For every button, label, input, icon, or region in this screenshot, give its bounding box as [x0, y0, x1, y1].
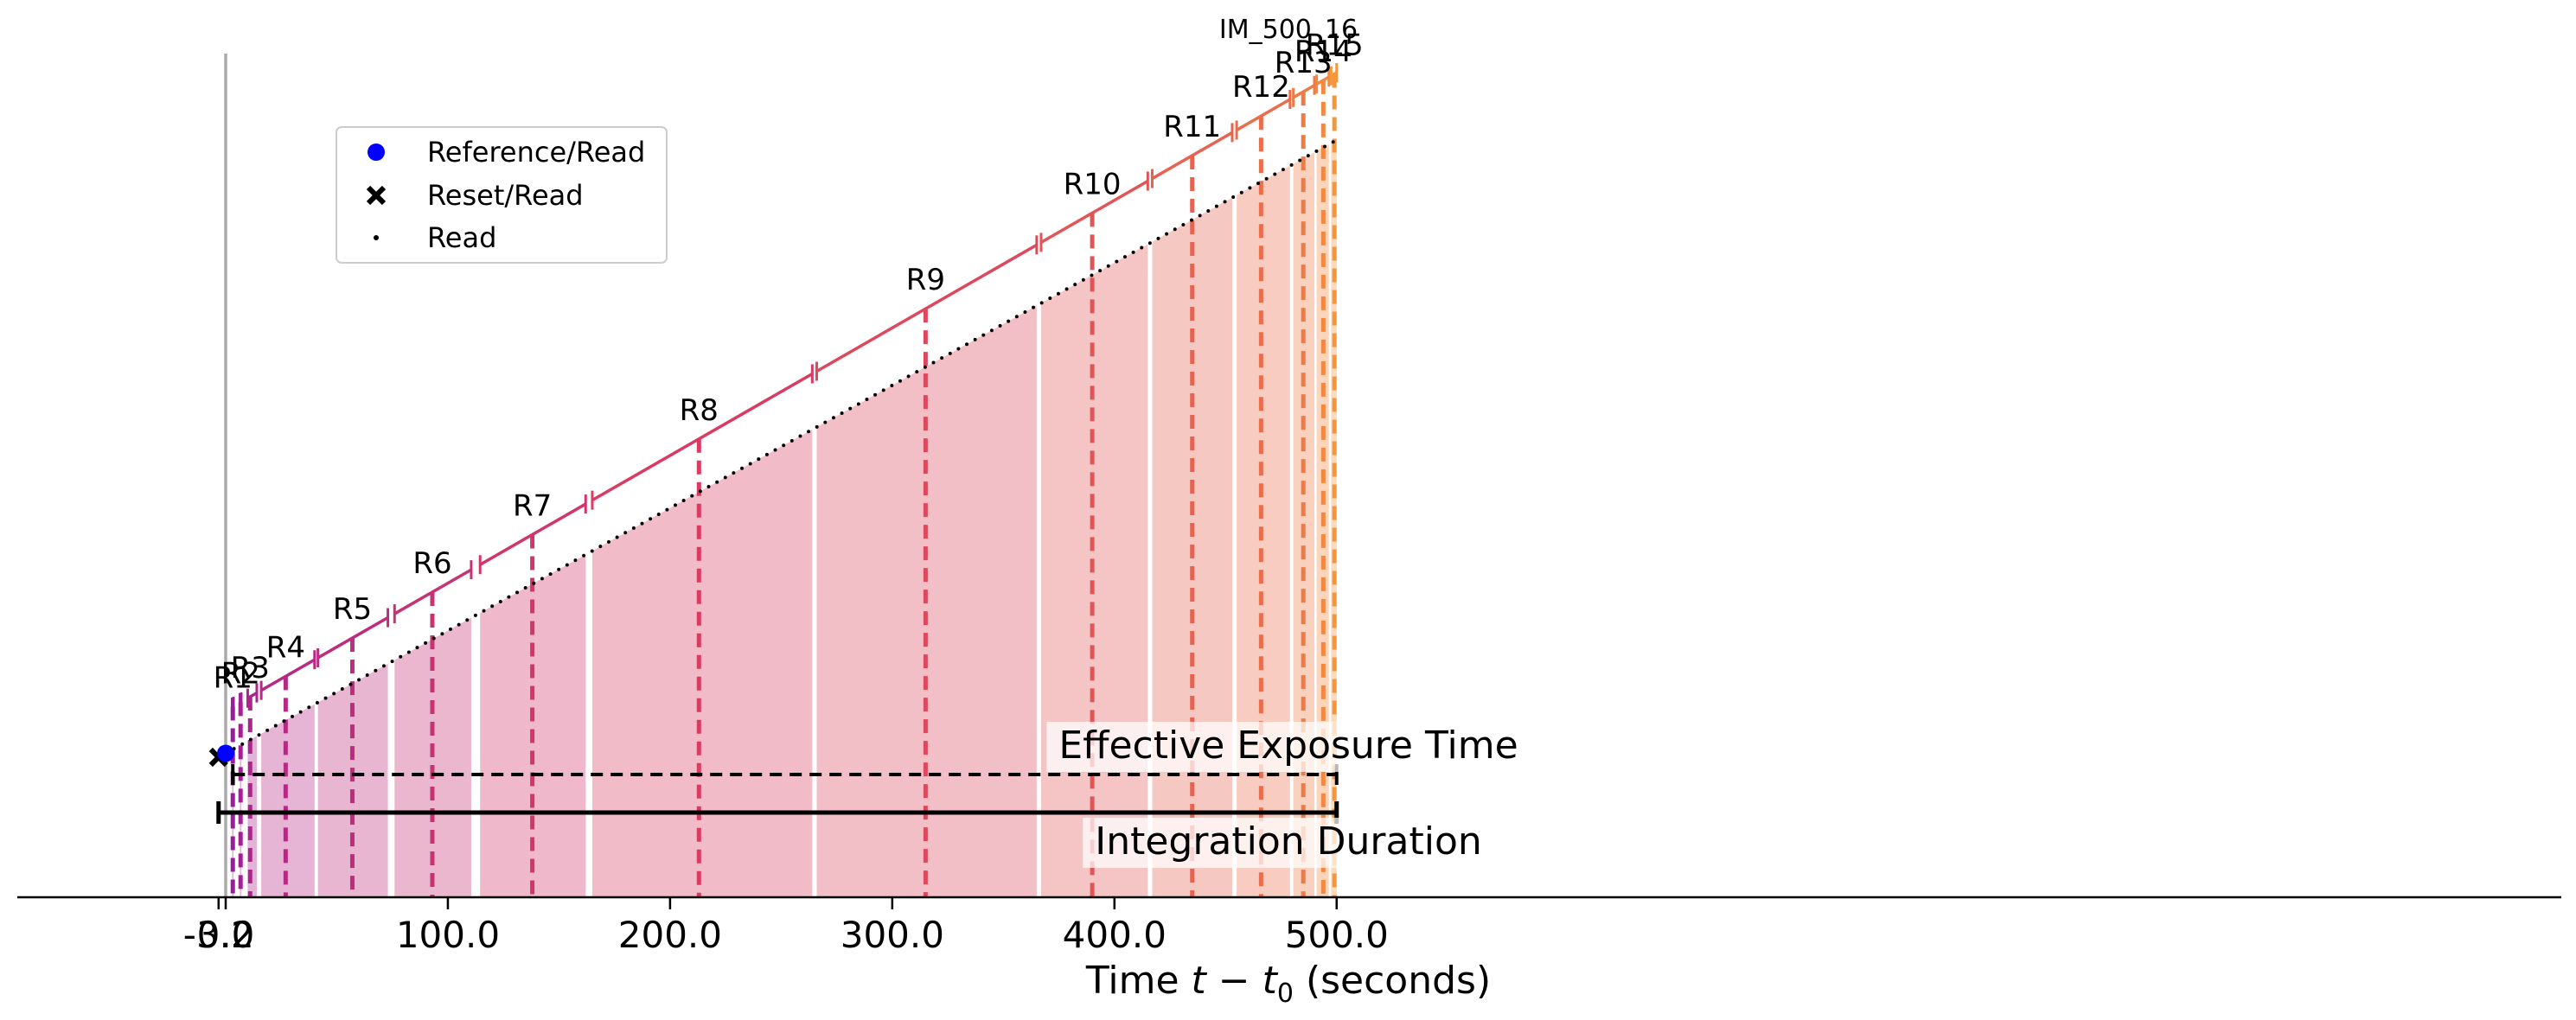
- x-axis-label-suffix: (seconds): [1294, 959, 1491, 1003]
- resultant-segment-r5: [316, 615, 389, 660]
- x-tick-label-3: 200.0: [618, 914, 722, 956]
- resultant-segment-r6: [393, 568, 472, 615]
- x-tick-label-2: 100.0: [396, 914, 500, 956]
- x-axis: -3.20.0 100.0 200.0 300.0 400.0 500.0: [17, 896, 2561, 956]
- x-axis-label: Time t − t0 (seconds): [1085, 959, 1491, 1009]
- resultant-segment-r10: [1040, 179, 1149, 244]
- resultant-segment-r12: [1236, 98, 1291, 131]
- effective-exposure-label-background: [1046, 722, 1531, 772]
- resultant-segment-r4: [260, 658, 316, 692]
- x-tick-label-6: 500.0: [1285, 914, 1389, 956]
- x-axis-label-subscript: 0: [1277, 979, 1294, 1009]
- x-axis-label-prefix: Time: [1085, 959, 1192, 1003]
- legend: Reference/Read Reset/Read Read: [336, 126, 668, 264]
- integration-duration-label: Integration Duration: [1095, 819, 1482, 864]
- exposure-shade-r4: [261, 704, 315, 897]
- resultant-label-r3: R3: [231, 651, 270, 685]
- exposure-shade-r12: [1237, 165, 1290, 897]
- resultant-segment-r11: [1151, 131, 1233, 181]
- resultant-segment-r13: [1292, 84, 1315, 99]
- resultant-label-r15: R15: [1306, 28, 1364, 62]
- x-tick-label-0: -3.2: [183, 914, 254, 956]
- resultant-label-r1: R1: [214, 661, 252, 696]
- resultant-label-r8: R8: [680, 393, 719, 428]
- legend-read-label: Read: [427, 221, 496, 254]
- resultant-label-r13: R13: [1275, 46, 1333, 80]
- resultant-label-r12: R12: [1232, 70, 1290, 105]
- resultant-segment-r3: [246, 692, 258, 700]
- resultant-label-r4: R4: [266, 630, 305, 665]
- resultant-label-r14: R14: [1294, 35, 1352, 69]
- resultant-label-r11: R11: [1163, 110, 1221, 144]
- reference-marker: [217, 744, 234, 762]
- resultant-segment-r9: [815, 243, 1038, 373]
- x-tick-label-4: 300.0: [841, 914, 944, 956]
- duration-bars: Effective Exposure Time Integration Durat…: [216, 722, 1531, 868]
- resultant-label-r5: R5: [333, 592, 372, 627]
- exposure-shade-r8: [591, 429, 813, 897]
- resultant-label-r10: R10: [1064, 167, 1122, 201]
- exposure-shade-r6: [394, 617, 471, 897]
- resultant-segments: [230, 63, 1339, 717]
- x-axis-label-math: t − t: [1192, 959, 1279, 1003]
- resultant-segment-r7: [479, 502, 587, 566]
- reset-reference-markers: [208, 744, 234, 768]
- resultant-segment-r14: [1315, 75, 1330, 86]
- chart-title: IM_500_16: [1219, 15, 1358, 45]
- legend-read-marker: [374, 235, 379, 240]
- resultant-label-r2: R2: [221, 656, 260, 691]
- effective-exposure-label: Effective Exposure Time: [1058, 724, 1518, 768]
- integration-duration-label-background: [1083, 818, 1494, 868]
- exposure-shade-r10: [1041, 244, 1148, 897]
- x-tick-label-1: 0.0: [197, 914, 255, 956]
- resultant-label-r7: R7: [513, 489, 552, 524]
- resultant-label-r9: R9: [906, 263, 945, 297]
- legend-frame: [336, 126, 668, 264]
- legend-reset-read-marker: [366, 185, 387, 206]
- legend-reset-read-label: Reset/Read: [427, 179, 584, 212]
- legend-reference-read-label: Reference/Read: [427, 136, 645, 169]
- resultant-segment-r8: [591, 372, 814, 502]
- x-tick-label-5: 400.0: [1063, 914, 1167, 956]
- legend-reference-read-marker: [368, 143, 385, 161]
- resultant-label-r6: R6: [412, 546, 451, 581]
